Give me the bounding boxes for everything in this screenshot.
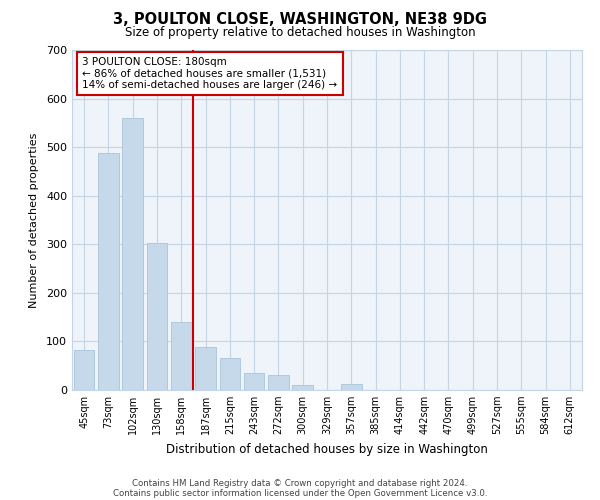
- Bar: [244, 372, 265, 390]
- Bar: [122, 118, 143, 390]
- Text: Size of property relative to detached houses in Washington: Size of property relative to detached ho…: [125, 26, 475, 39]
- Text: Contains HM Land Registry data © Crown copyright and database right 2024.: Contains HM Land Registry data © Crown c…: [132, 478, 468, 488]
- Bar: [220, 358, 240, 390]
- Bar: [98, 154, 119, 390]
- Bar: [146, 243, 167, 390]
- Bar: [195, 348, 216, 390]
- Text: Contains public sector information licensed under the Open Government Licence v3: Contains public sector information licen…: [113, 488, 487, 498]
- Y-axis label: Number of detached properties: Number of detached properties: [29, 132, 39, 308]
- X-axis label: Distribution of detached houses by size in Washington: Distribution of detached houses by size …: [166, 442, 488, 456]
- Text: 3, POULTON CLOSE, WASHINGTON, NE38 9DG: 3, POULTON CLOSE, WASHINGTON, NE38 9DG: [113, 12, 487, 28]
- Bar: [292, 384, 313, 390]
- Bar: [74, 350, 94, 390]
- Bar: [171, 322, 191, 390]
- Bar: [268, 376, 289, 390]
- Bar: [341, 384, 362, 390]
- Text: 3 POULTON CLOSE: 180sqm
← 86% of detached houses are smaller (1,531)
14% of semi: 3 POULTON CLOSE: 180sqm ← 86% of detache…: [82, 57, 337, 90]
